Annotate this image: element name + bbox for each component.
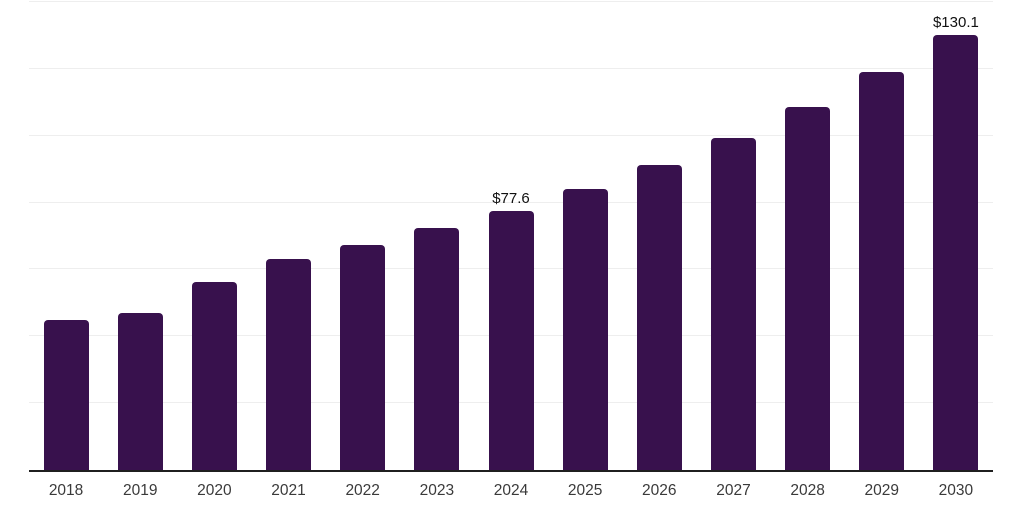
bar-2018 [43, 320, 89, 470]
x-tick-label-2021: 2021 [271, 482, 306, 499]
bar-2029 [859, 72, 905, 470]
x-tick-label-2022: 2022 [345, 482, 380, 499]
x-tick-label-2027: 2027 [716, 482, 751, 499]
bar-2027 [710, 137, 756, 470]
x-tick-label-2028: 2028 [790, 482, 825, 499]
x-tick-label-2020: 2020 [197, 482, 232, 499]
x-tick-label-2029: 2029 [864, 482, 899, 499]
x-tick-label-2025: 2025 [567, 482, 603, 499]
gridline [29, 134, 993, 136]
bar-2023 [414, 228, 460, 470]
x-tick-label-2019: 2019 [122, 482, 158, 499]
bar-2024 [488, 210, 534, 470]
x-tick-label-2018: 2018 [48, 482, 84, 499]
x-tick-label-2026: 2026 [642, 482, 677, 499]
bar-2025 [562, 188, 608, 470]
gridline [29, 201, 993, 203]
plot-area: $77.6 $130.1 [29, 1, 993, 472]
bar-2022 [340, 245, 386, 470]
x-tick-label-2030: 2030 [938, 482, 974, 499]
x-tick-label-2024: 2024 [493, 482, 529, 499]
gridline [29, 1, 993, 2]
bar-2028 [785, 107, 831, 470]
bar-data-label-2024: $77.6 [492, 189, 530, 207]
x-axis: 2018 2019 2020 2021 2022 2023 2024 2025 2026 2027… [29, 482, 993, 506]
bar-2021 [266, 258, 312, 470]
x-tick-label-2023: 2023 [419, 482, 455, 499]
bar-2020 [191, 282, 237, 470]
bar-2026 [636, 164, 682, 470]
bar-data-label-2030: $130.1 [932, 14, 979, 32]
bar-2019 [117, 312, 163, 470]
gridline [29, 67, 993, 69]
bar-2030 [933, 35, 979, 470]
